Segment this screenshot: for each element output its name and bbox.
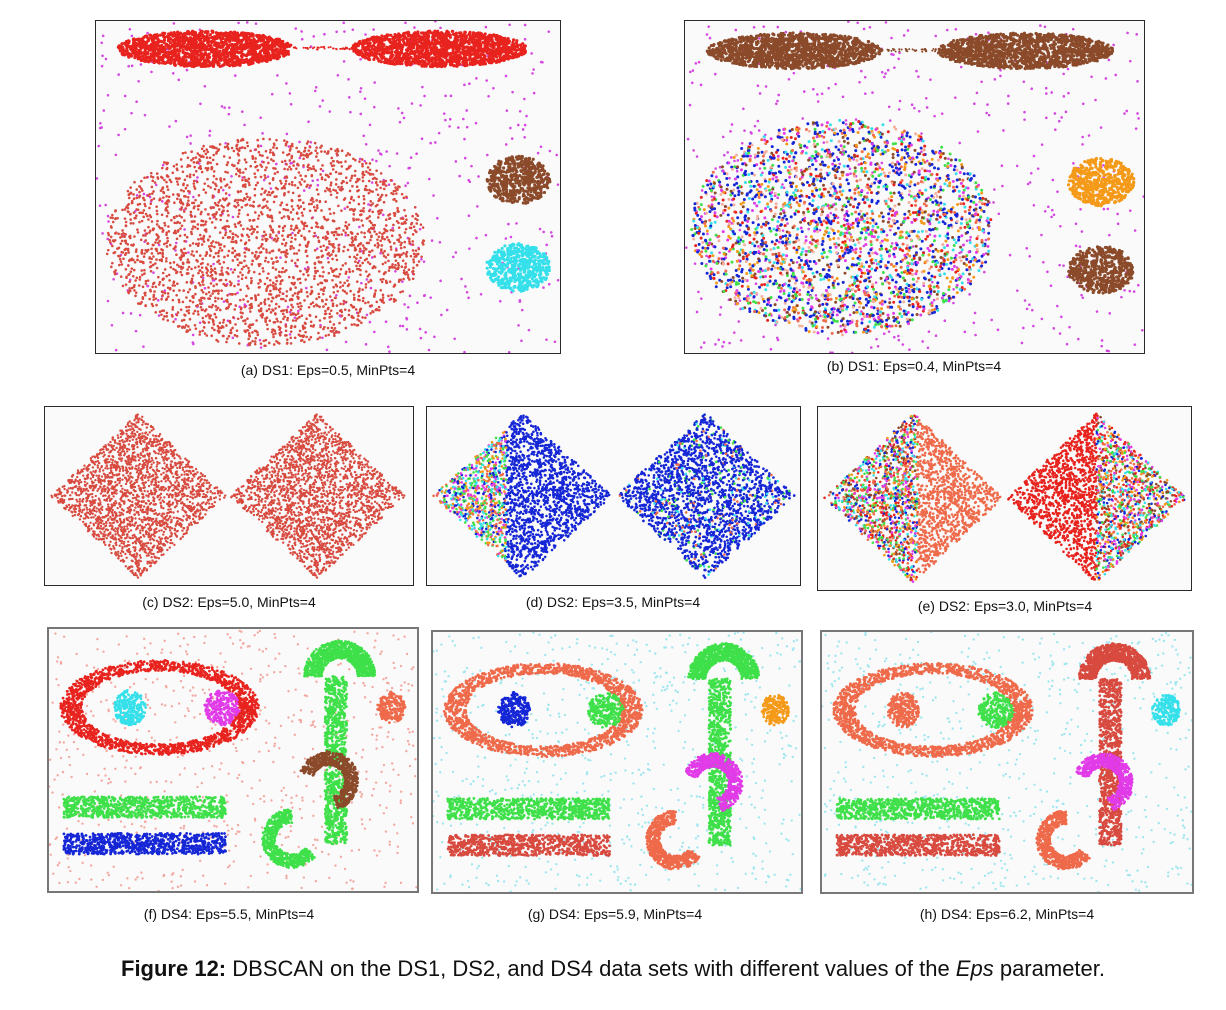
- scatter-plot-e: [823, 412, 1186, 583]
- scatter-plot-d: [432, 413, 796, 579]
- caption-a: (a) DS1: Eps=0.5, MinPts=4: [241, 362, 415, 378]
- figure-label: Figure 12:: [121, 956, 226, 981]
- scatter-plot-a: [96, 21, 560, 353]
- figure-caption-param: Eps: [956, 956, 994, 981]
- panel-f-ds4-eps-5.5: [47, 627, 419, 893]
- panel-d-ds2-eps-3.5: [426, 406, 801, 586]
- caption-h: (h) DS4: Eps=6.2, MinPts=4: [920, 906, 1094, 922]
- panel-a-ds1-eps-0.5: [95, 20, 561, 354]
- caption-e: (e) DS2: Eps=3.0, MinPts=4: [918, 598, 1092, 614]
- scatter-plot-b: [685, 21, 1144, 353]
- caption-f: (f) DS4: Eps=5.5, MinPts=4: [144, 906, 314, 922]
- scatter-plot-h: [822, 632, 1192, 892]
- figure-caption: Figure 12: DBSCAN on the DS1, DS2, and D…: [0, 956, 1226, 982]
- panel-e-ds2-eps-3.0: [817, 406, 1192, 591]
- panel-c-ds2-eps-5.0: [44, 406, 414, 586]
- panel-h-ds4-eps-6.2: [820, 630, 1194, 894]
- caption-d: (d) DS2: Eps=3.5, MinPts=4: [526, 594, 700, 610]
- figure-caption-text-1: DBSCAN on the DS1, DS2, and DS4 data set…: [226, 956, 956, 981]
- caption-g: (g) DS4: Eps=5.9, MinPts=4: [528, 906, 702, 922]
- scatter-plot-g: [433, 632, 801, 892]
- caption-b: (b) DS1: Eps=0.4, MinPts=4: [827, 358, 1001, 374]
- panel-g-ds4-eps-5.9: [431, 630, 803, 894]
- panel-b-ds1-eps-0.4: [684, 20, 1145, 354]
- scatter-plot-f: [49, 629, 417, 891]
- scatter-plot-c: [50, 413, 406, 579]
- figure-caption-text-2: parameter.: [994, 956, 1105, 981]
- caption-c: (c) DS2: Eps=5.0, MinPts=4: [142, 594, 316, 610]
